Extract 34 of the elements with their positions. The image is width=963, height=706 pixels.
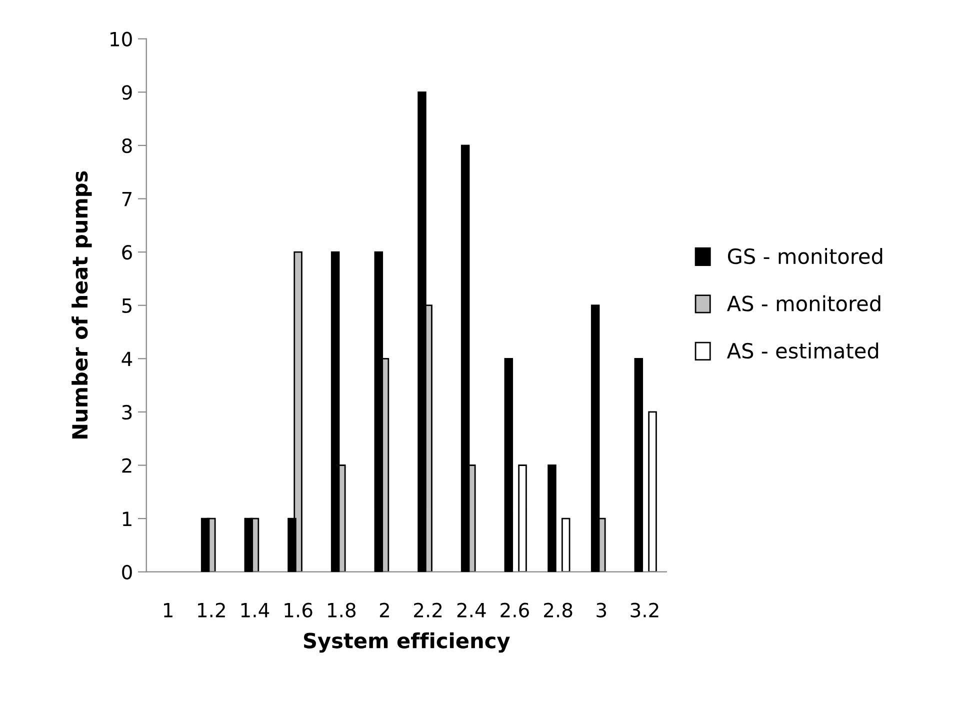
y-axis-title: Number of heat pumps (72, 171, 92, 439)
x-tick-label: 3 (596, 602, 606, 618)
x-tick-label: 2.8 (544, 602, 572, 618)
y-tick-label: 6 (122, 245, 132, 260)
legend-label: AS - estimated (726, 342, 878, 359)
y-tick-label: 7 (122, 192, 132, 206)
x-tick-label: 2.6 (500, 602, 529, 618)
x-tick-label: 1.2 (198, 602, 225, 618)
y-tick-label: 4 (122, 352, 132, 366)
y-tick-label: 10 (110, 32, 132, 46)
x-tick-label: 2 (380, 602, 389, 618)
x-tick-label: 2.4 (457, 602, 486, 618)
bar (504, 358, 514, 572)
legend-label: AS - monitored (726, 295, 880, 312)
x-axis-title: System efficiency (304, 632, 510, 653)
y-tick-label: 5 (122, 298, 132, 314)
x-tick-label: 3.2 (630, 602, 658, 618)
x-tick-label: 1.6 (284, 602, 312, 618)
y-tick-label: 0 (122, 564, 132, 580)
bar (634, 358, 644, 572)
x-tick-label: 1.8 (328, 602, 356, 618)
y-tick-label: 9 (122, 85, 132, 100)
bar (561, 518, 570, 572)
y-tick-label: 1 (122, 512, 132, 526)
y-tick-label: 8 (122, 138, 132, 154)
y-tick-label: 3 (122, 404, 132, 420)
x-tick-label: 1.4 (241, 603, 270, 618)
x-tick-label: 2.2 (414, 602, 442, 618)
x-tick-label: 1 (164, 603, 172, 618)
bar (648, 411, 657, 572)
bar (548, 464, 556, 572)
bar (518, 464, 527, 572)
y-tick-label: 2 (122, 458, 132, 473)
legend-label: GS - monitored (728, 248, 882, 264)
